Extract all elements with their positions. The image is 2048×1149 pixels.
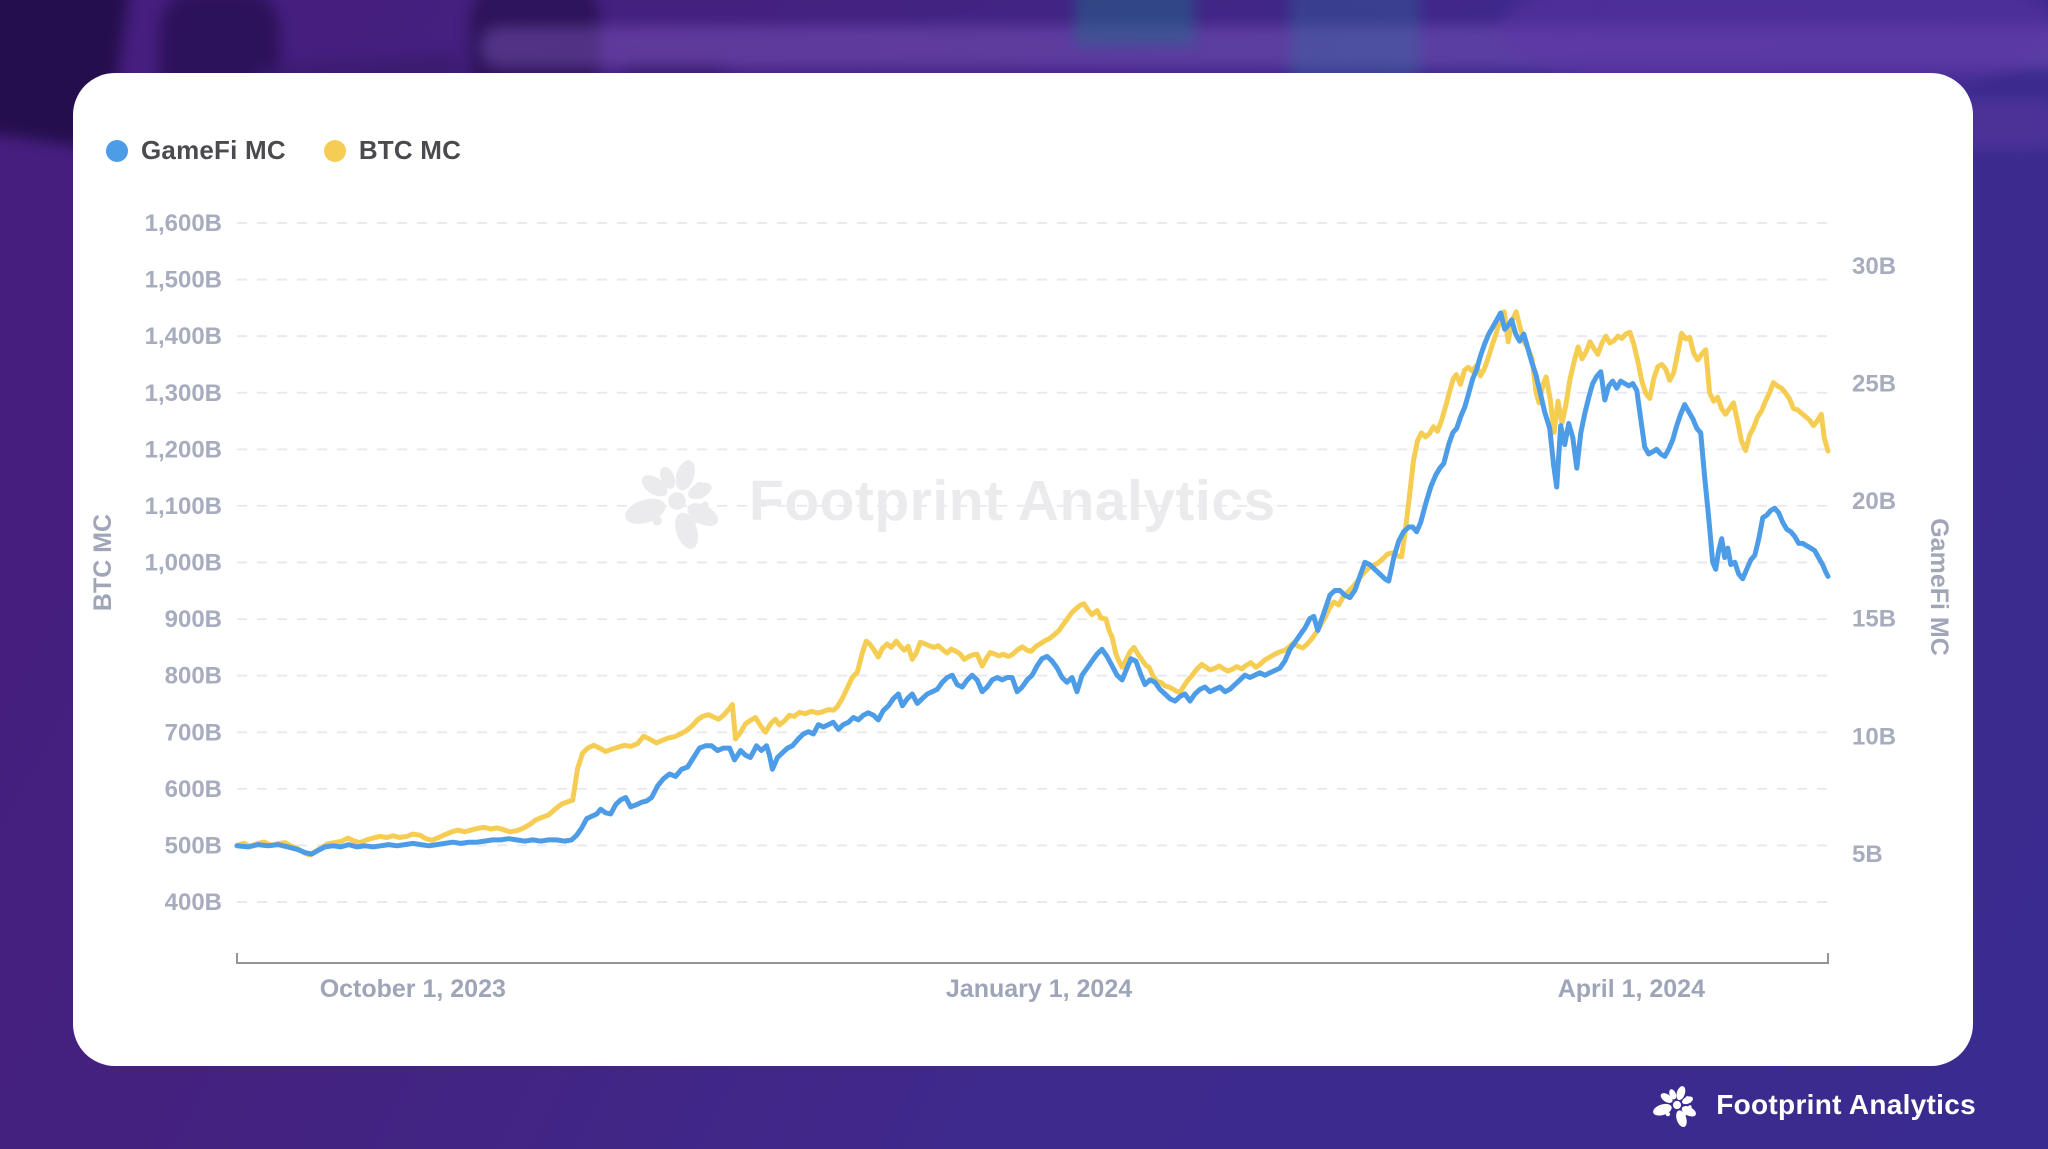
x-axis-tick-label: April 1, 2024 [1558, 975, 1705, 1003]
legend-item-gamefi-mc[interactable]: GameFi MC [106, 135, 286, 166]
series-line-btc-mc [234, 309, 1831, 858]
left-axis-tick-label: 1,400B [145, 323, 222, 350]
left-axis-tick-label: 500B [165, 832, 222, 859]
left-axis-tick-label: 1,000B [145, 550, 222, 577]
legend-dot-gamefi [106, 139, 128, 162]
left-axis-tick-label: 700B [165, 719, 222, 746]
legend-item-btc-mc[interactable]: BTC MC [323, 135, 462, 166]
left-axis-tick-label: 600B [165, 776, 222, 803]
left-axis-tick-label: 1,500B [145, 267, 222, 294]
line-chart-plot[interactable]: 400B 500B 600B 700B 800B 900B 1,000B 1,100B 1,20… [73, 73, 1973, 1066]
chart-legend: GameFi MC BTC MC [106, 135, 461, 166]
footer-brand-text: Footprint Analytics [1716, 1089, 1976, 1120]
legend-label: GameFi MC [141, 135, 286, 165]
right-axis-title: GameFi MC [1925, 518, 1953, 656]
right-axis-tick-label: 30B [1852, 253, 1896, 280]
x-axis-line [236, 953, 1829, 964]
x-axis-tick-label: January 1, 2024 [946, 975, 1132, 1003]
footprint-flower-icon [1653, 1085, 1698, 1129]
left-axis-tick-label: 900B [165, 606, 222, 633]
x-axis-tick-label: October 1, 2023 [320, 975, 506, 1003]
right-axis-tick-label: 20B [1852, 488, 1896, 515]
bg-accent [1075, 0, 1195, 46]
left-axis-title: BTC MC [89, 514, 117, 611]
right-axis-tick-label: 5B [1852, 841, 1883, 868]
chart-card: GameFi MC BTC MC 400B 500B 600B 700B 800B 900… [73, 73, 1973, 1066]
left-axis-tick-label: 1,200B [145, 436, 222, 463]
left-axis-tick-label: 800B [165, 663, 222, 690]
left-axis-tick-label: 1,100B [145, 493, 222, 520]
legend-label: BTC MC [358, 135, 462, 165]
series-line-gamefi-mc [234, 310, 1831, 857]
left-axis-tick-label: 1,300B [145, 380, 222, 407]
left-axis-tick-label: 1,600B [145, 210, 222, 237]
right-axis-tick-label: 15B [1852, 606, 1896, 633]
left-axis-tick-label: 400B [165, 889, 222, 916]
footer-brand: Footprint Analytics [1653, 1081, 1976, 1129]
right-axis-tick-label: 25B [1852, 370, 1896, 397]
legend-dot-btc [323, 139, 346, 162]
right-axis-tick-label: 10B [1852, 723, 1896, 750]
